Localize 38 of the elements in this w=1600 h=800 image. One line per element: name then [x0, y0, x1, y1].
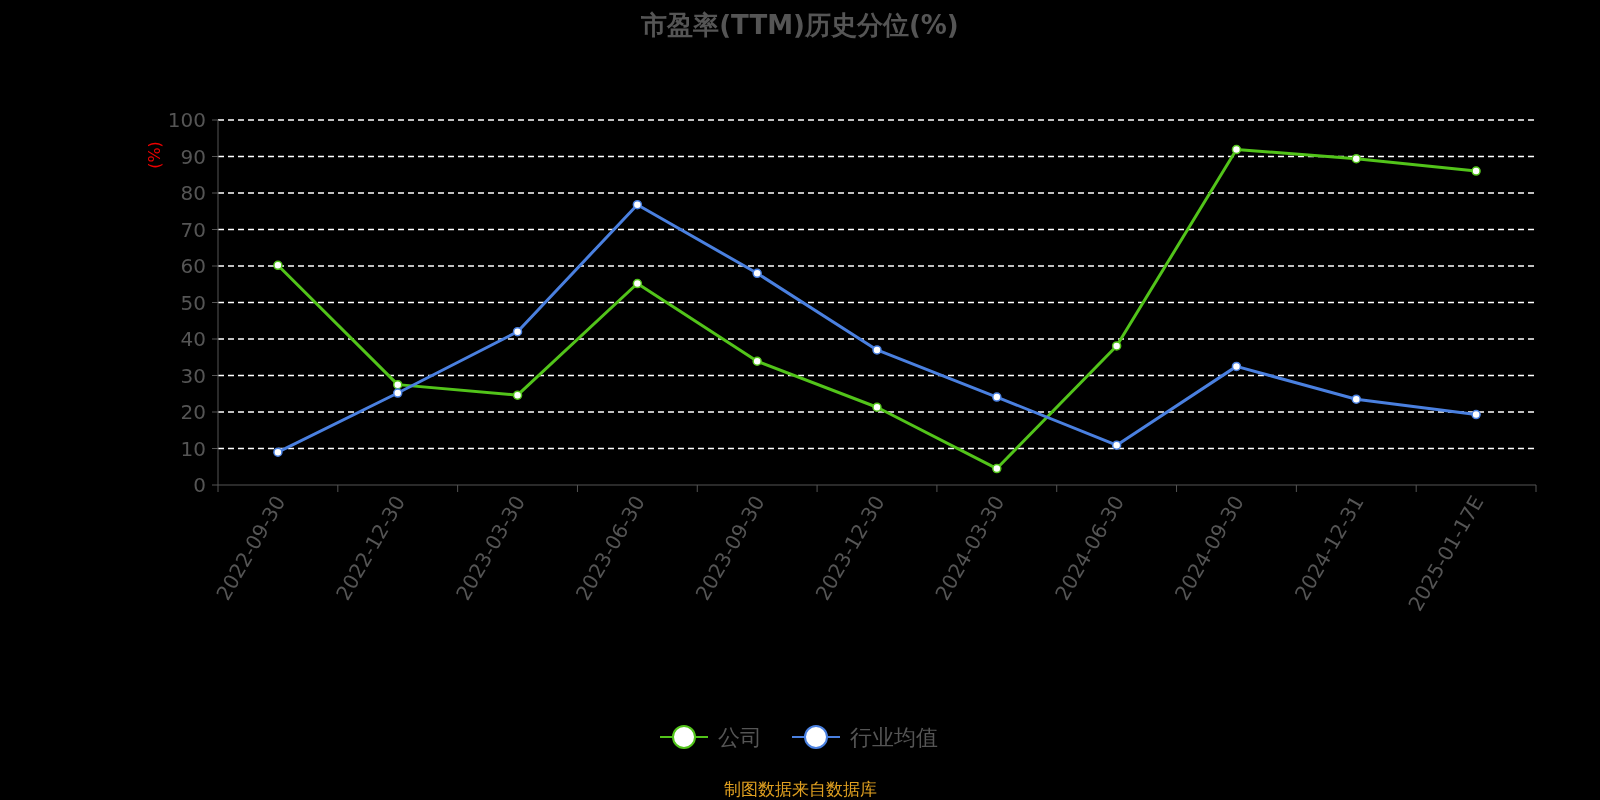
point	[752, 268, 762, 279]
point	[512, 326, 523, 337]
point	[872, 345, 882, 355]
y-tick-label: 60	[180, 254, 206, 278]
point	[1471, 166, 1481, 176]
point	[1231, 361, 1242, 372]
point	[273, 260, 283, 271]
y-tick-label: 80	[180, 181, 206, 205]
point	[1351, 394, 1362, 404]
legend-label: 行业均值	[850, 725, 938, 750]
point	[872, 402, 882, 413]
y-axis-title: (%)	[145, 141, 164, 169]
y-tick-label: 50	[180, 290, 206, 315]
point	[392, 379, 403, 390]
point	[992, 392, 1002, 402]
y-tick-label: 20	[180, 400, 206, 424]
y-tick-label: 40	[180, 327, 206, 351]
y-tick-label: 0	[193, 473, 206, 497]
point	[1111, 440, 1122, 450]
point	[632, 278, 643, 289]
y-tick-label: 10	[180, 436, 206, 461]
point	[512, 390, 523, 400]
point	[1351, 153, 1362, 164]
y-tick-label: 70	[180, 217, 206, 242]
y-tick-label: 30	[180, 363, 206, 388]
point	[273, 447, 283, 457]
point	[752, 356, 762, 367]
point	[392, 388, 403, 398]
point	[992, 463, 1002, 474]
point	[1111, 341, 1122, 351]
point	[1471, 409, 1481, 420]
y-tick-label: 90	[180, 144, 206, 169]
text: 制图数据来自数据库	[723, 779, 877, 799]
point	[1231, 144, 1242, 155]
point	[632, 199, 643, 210]
y-tick-label: 100	[167, 108, 206, 132]
legend-label: 公司	[718, 725, 762, 750]
chart-title: 市盈率(TTM)历史分位(%)	[640, 10, 959, 40]
